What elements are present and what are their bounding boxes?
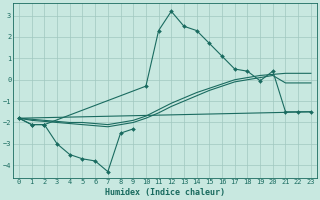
X-axis label: Humidex (Indice chaleur): Humidex (Indice chaleur) [105,188,225,197]
